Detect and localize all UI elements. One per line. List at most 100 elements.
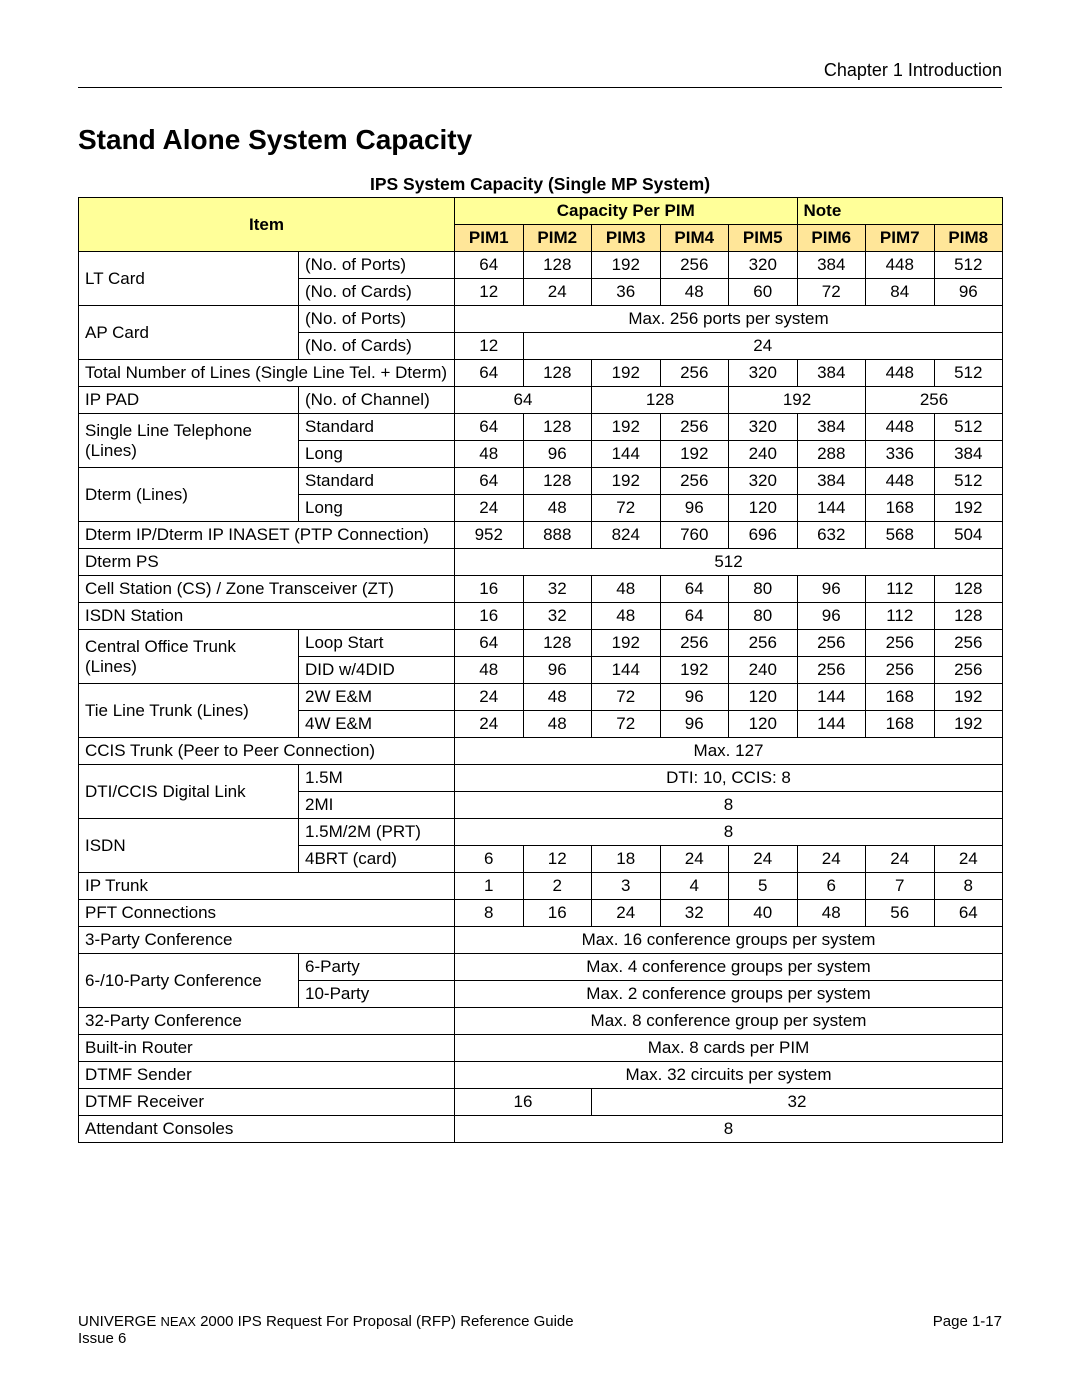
table-row: Dterm PS 512 — [79, 549, 1003, 576]
row-label: ISDN Station — [79, 603, 455, 630]
cell: 240 — [729, 441, 798, 468]
cell: 32 — [523, 576, 592, 603]
cell: 64 — [455, 387, 592, 414]
row-label: ISDN — [79, 819, 299, 873]
cell: 48 — [592, 603, 661, 630]
cell: 256 — [797, 630, 866, 657]
cell: 80 — [729, 603, 798, 630]
cell: 512 — [455, 549, 1003, 576]
cell: 12 — [455, 333, 524, 360]
cell: 320 — [729, 414, 798, 441]
cell: 80 — [729, 576, 798, 603]
cell: 504 — [934, 522, 1003, 549]
table-row: 6-/10-Party Conference 6-Party Max. 4 co… — [79, 954, 1003, 981]
footer-text-small: NEAX — [161, 1314, 196, 1329]
cell: 2 — [523, 873, 592, 900]
cell: Max. 8 conference group per system — [455, 1008, 1003, 1035]
cell: 16 — [455, 1089, 592, 1116]
cell: 48 — [797, 900, 866, 927]
row-label: 6-/10-Party Conference — [79, 954, 299, 1008]
cell: 4 — [660, 873, 729, 900]
cell: 568 — [866, 522, 935, 549]
row-label: LT Card — [79, 252, 299, 306]
cell: Max. 256 ports per system — [455, 306, 1003, 333]
table-row: IP PAD (No. of Channel) 64 128 192 256 — [79, 387, 1003, 414]
cell: 7 — [866, 873, 935, 900]
item-header: Item — [79, 198, 455, 252]
cell: 96 — [934, 279, 1003, 306]
row-label: IP PAD — [79, 387, 299, 414]
row-label: Cell Station (CS) / Zone Transceiver (ZT… — [79, 576, 455, 603]
sub-label: 1.5M/2M (PRT) — [299, 819, 455, 846]
sub-label: (No. of Cards) — [299, 279, 455, 306]
sub-label: (No. of Cards) — [299, 333, 455, 360]
cell: 24 — [455, 684, 524, 711]
cell: 192 — [934, 684, 1003, 711]
row-label: IP Trunk — [79, 873, 455, 900]
cell: 48 — [523, 684, 592, 711]
cell: 192 — [729, 387, 866, 414]
page-footer: UNIVERGE NEAX 2000 IPS Request For Propo… — [78, 1313, 1002, 1347]
cell: 24 — [523, 333, 1003, 360]
sub-label: 6-Party — [299, 954, 455, 981]
cell: 384 — [797, 468, 866, 495]
cell: 512 — [934, 360, 1003, 387]
cell: 24 — [592, 900, 661, 927]
row-label: AP Card — [79, 306, 299, 360]
cell: 8 — [455, 1116, 1003, 1143]
sub-label: Long — [299, 495, 455, 522]
row-label: Built-in Router — [79, 1035, 455, 1062]
table-row: 3-Party Conference Max. 16 conference gr… — [79, 927, 1003, 954]
cell: DTI: 10, CCIS: 8 — [455, 765, 1003, 792]
cell: 32 — [592, 1089, 1003, 1116]
cell: 96 — [660, 684, 729, 711]
cell: 256 — [866, 657, 935, 684]
cell: 128 — [523, 360, 592, 387]
table-row: AP Card (No. of Ports) Max. 256 ports pe… — [79, 306, 1003, 333]
cell: 12 — [523, 846, 592, 873]
table-row: PFT Connections 8 16 24 32 40 48 56 64 — [79, 900, 1003, 927]
cell: 6 — [797, 873, 866, 900]
cell: 96 — [797, 603, 866, 630]
row-label: DTMF Sender — [79, 1062, 455, 1089]
pim-header: PIM8 — [934, 225, 1003, 252]
cell: 192 — [660, 441, 729, 468]
footer-issue: Issue 6 — [78, 1330, 126, 1347]
table-row: DTMF Receiver 16 32 — [79, 1089, 1003, 1116]
pim-header: PIM5 — [729, 225, 798, 252]
cell: 384 — [934, 441, 1003, 468]
cell: 64 — [455, 414, 524, 441]
table-header-row: Item Capacity Per PIM Note — [79, 198, 1003, 225]
cell: 288 — [797, 441, 866, 468]
cell: 192 — [934, 711, 1003, 738]
cell: 64 — [455, 468, 524, 495]
cell: 144 — [797, 495, 866, 522]
cell: 8 — [455, 792, 1003, 819]
cell: 48 — [455, 657, 524, 684]
cell: 112 — [866, 603, 935, 630]
page: Chapter 1 Introduction Stand Alone Syste… — [0, 0, 1080, 1397]
cell: 3 — [592, 873, 661, 900]
cell: Max. 4 conference groups per system — [455, 954, 1003, 981]
sub-label: Standard — [299, 414, 455, 441]
table-row: 32-Party Conference Max. 8 conference gr… — [79, 1008, 1003, 1035]
table-row: ISDN 1.5M/2M (PRT) 8 — [79, 819, 1003, 846]
table-row: Tie Line Trunk (Lines) 2W E&M 24 48 72 9… — [79, 684, 1003, 711]
cell: 6 — [455, 846, 524, 873]
row-label: Total Number of Lines (Single Line Tel. … — [79, 360, 455, 387]
cell: 144 — [797, 684, 866, 711]
table-row: CCIS Trunk (Peer to Peer Connection) Max… — [79, 738, 1003, 765]
cell: 336 — [866, 441, 935, 468]
row-label: Dterm (Lines) — [79, 468, 299, 522]
table-row: Dterm (Lines) Standard 64 128 192 256 32… — [79, 468, 1003, 495]
note-header: Note — [797, 198, 1003, 225]
row-label: DTMF Receiver — [79, 1089, 455, 1116]
cell: 128 — [934, 576, 1003, 603]
cell: 240 — [729, 657, 798, 684]
cell: 144 — [592, 657, 661, 684]
footer-text: 2000 IPS Request For Proposal (RFP) Refe… — [196, 1313, 574, 1330]
cell: 64 — [455, 360, 524, 387]
cell: 24 — [729, 846, 798, 873]
cell: 256 — [660, 360, 729, 387]
cell: 56 — [866, 900, 935, 927]
